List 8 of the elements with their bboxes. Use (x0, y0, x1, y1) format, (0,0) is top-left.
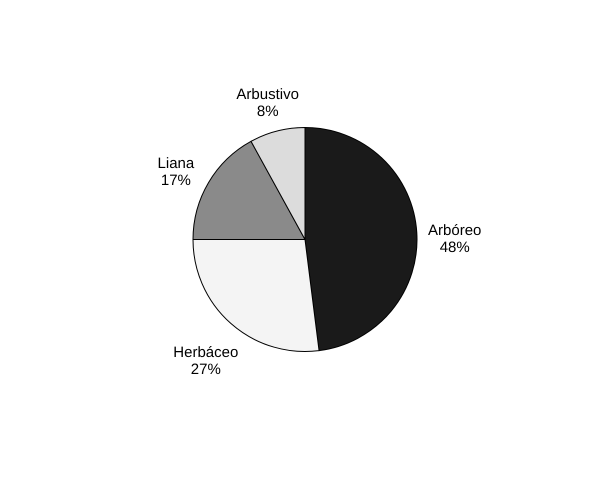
data-label: 8% (256, 103, 279, 120)
data-label: 48% (440, 239, 470, 256)
slice-label: Herbáceo (173, 344, 238, 362)
data-label: 27% (190, 361, 221, 378)
slice-label: Liana (158, 155, 195, 172)
data-label: 17% (160, 172, 191, 190)
slice-label: Arbustivo (236, 86, 299, 104)
slice-label: Arbóreo (428, 222, 482, 240)
